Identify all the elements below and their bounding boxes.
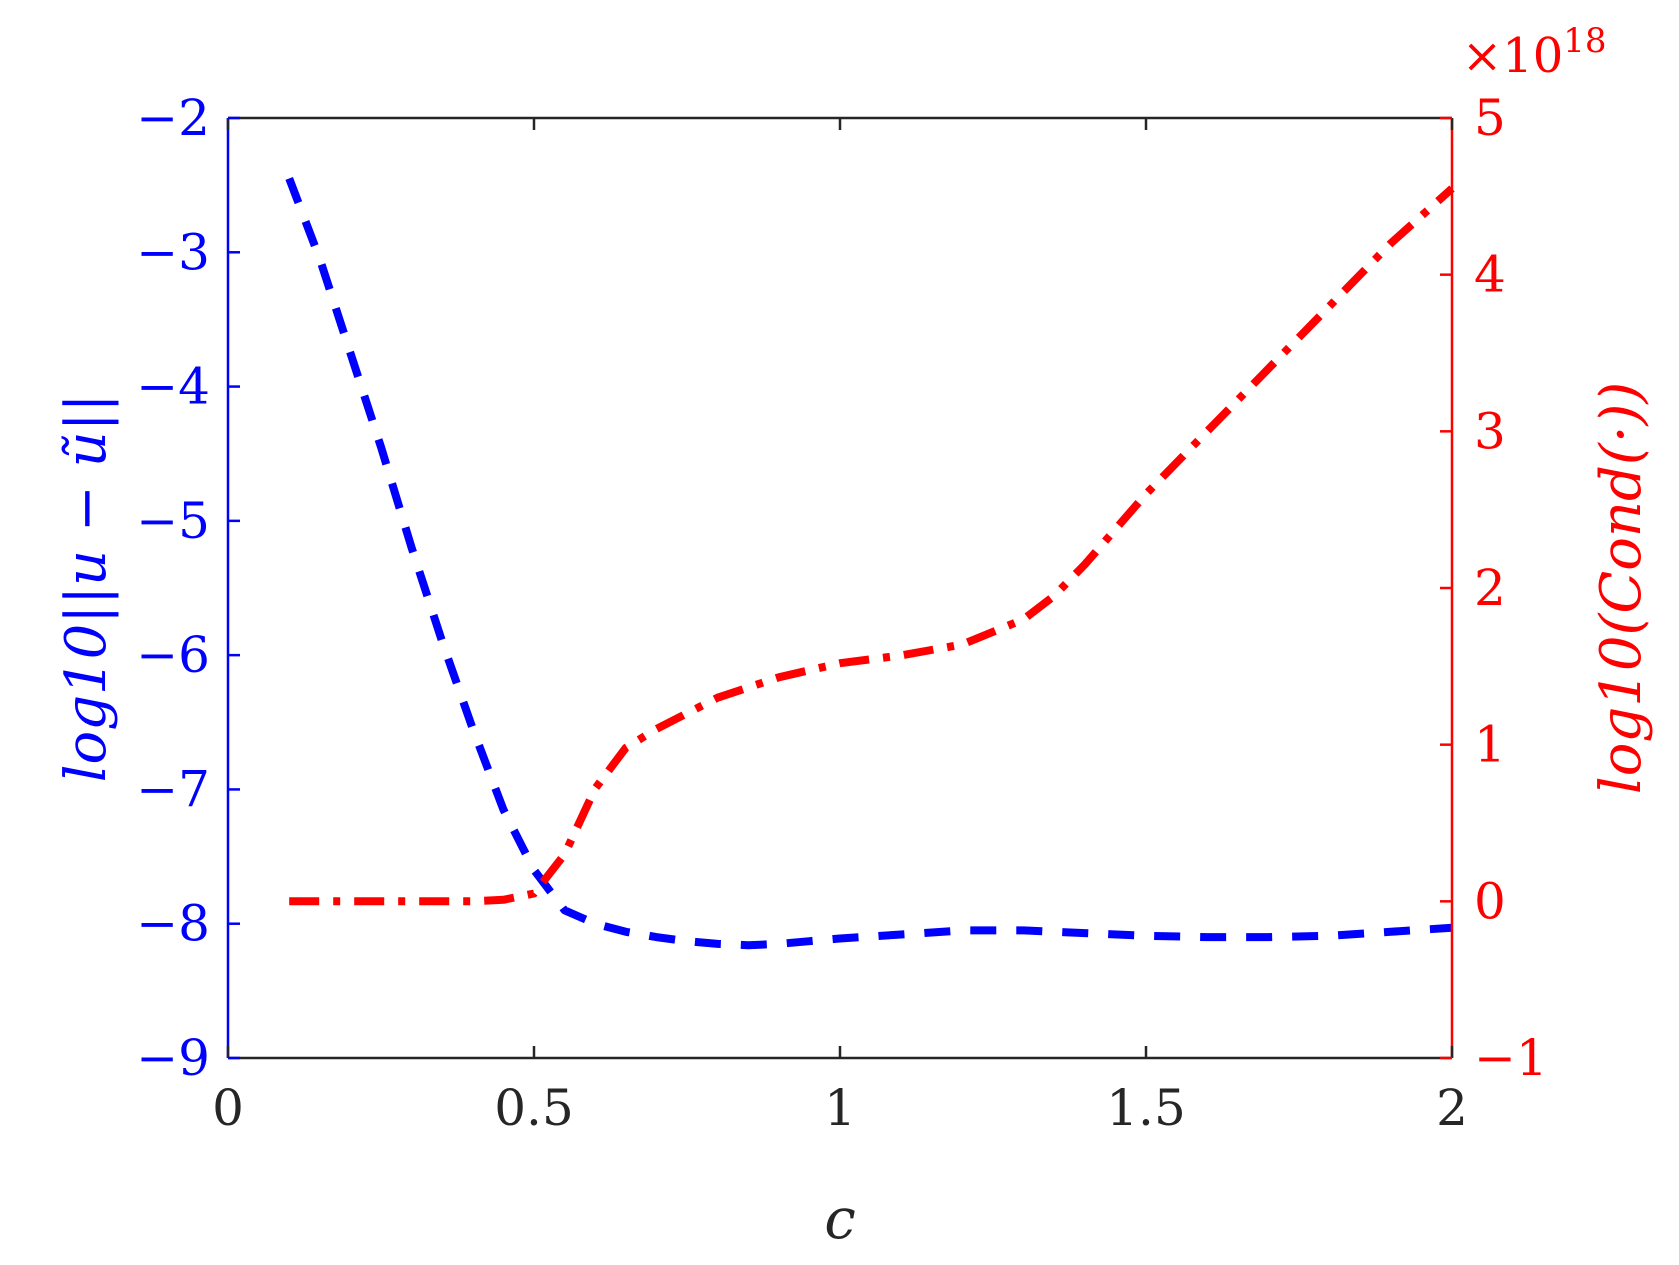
series-line-right	[289, 185, 1455, 906]
y-right-tick-label: 1	[1474, 716, 1506, 774]
y-right-axis-label: log10(Cond(·))	[1589, 382, 1654, 794]
right-axis-multiplier: ×1018	[1462, 21, 1607, 84]
y-left-tick-label: −4	[136, 358, 210, 416]
series-line-left	[285, 176, 1453, 950]
y-left-tick-label: −6	[136, 626, 210, 684]
y-right-tick-label: 2	[1474, 559, 1506, 617]
x-tick-label: 2	[1436, 1079, 1468, 1137]
axes-layer	[226, 116, 1454, 1060]
series-layer	[285, 176, 1455, 950]
y-left-tick-label: −5	[136, 492, 210, 550]
y-right-tick-label: 4	[1474, 246, 1506, 304]
x-tick-label: 0	[212, 1079, 244, 1137]
labels-layer: 0 0.5 1 1.5 2 −2 −3 −4 −5 −6 −7 −8 −9 5 4 3 2 1 0 −1 c log10|…	[54, 21, 1654, 1252]
x-tick-label: 1.5	[1106, 1079, 1186, 1137]
y-left-tick-label: −8	[136, 895, 210, 953]
y-left-axis-label: log10||u − ũ||	[54, 394, 119, 783]
y-left-tick-label: −2	[136, 89, 210, 147]
y-right-tick-label: 5	[1474, 89, 1506, 147]
x-tick-label: 1	[824, 1079, 856, 1137]
y-left-tick-label: −9	[136, 1029, 210, 1087]
y-right-tick-label: 3	[1474, 402, 1506, 460]
x-tick-label: 0.5	[494, 1079, 574, 1137]
y-right-tick-label: −1	[1474, 1029, 1548, 1087]
y-left-tick-label: −3	[136, 223, 210, 281]
x-axis-label: c	[824, 1187, 855, 1252]
y-left-tick-label: −7	[136, 760, 210, 818]
y-right-tick-label: 0	[1474, 872, 1506, 930]
